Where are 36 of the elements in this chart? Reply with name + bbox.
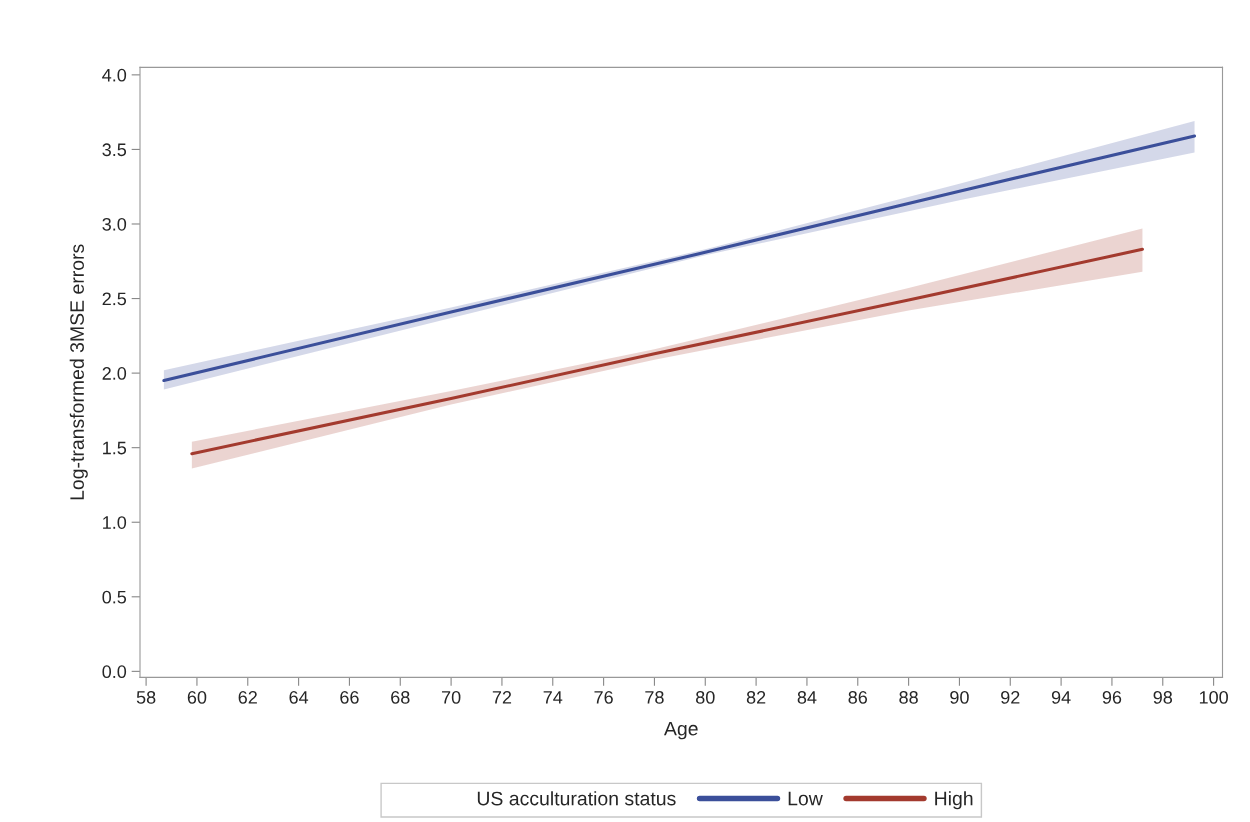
x-tick-label: 66	[340, 691, 359, 704]
legend-title: US acculturation status	[477, 791, 676, 806]
x-tick-label: 58	[136, 691, 156, 704]
x-tick-label: 98	[1153, 691, 1173, 704]
x-tick-label: 62	[238, 691, 257, 704]
x-tick-label: 68	[391, 691, 410, 704]
x-tick-label: 90	[950, 691, 969, 704]
x-tick-label: 96	[1102, 691, 1122, 704]
y-tick-label: 1.5	[103, 441, 127, 455]
x-axis-title: Age	[663, 721, 698, 740]
x-tick-label: 86	[848, 691, 868, 704]
y-axis-title: Log-transformed 3MSE errors	[69, 244, 88, 500]
y-tick-label: 3.0	[102, 217, 127, 231]
x-tick-label: 94	[1051, 691, 1071, 704]
x-tick-label: 78	[645, 691, 664, 704]
y-tick-label: 4.0	[102, 68, 127, 82]
y-tick-label: 2.0	[102, 367, 127, 380]
x-tick-label: 80	[696, 691, 715, 704]
x-tick-label: 60	[187, 691, 207, 704]
x-tick-label: 64	[289, 691, 309, 704]
x-tick-label: 76	[594, 691, 613, 704]
y-tick-label: 1.0	[103, 516, 127, 529]
y-tick-label: 0.5	[102, 590, 127, 604]
x-tick-label: 70	[441, 691, 461, 704]
x-tick-label: 74	[543, 691, 563, 704]
legend-label: Low	[788, 791, 823, 806]
x-tick-label: 92	[1001, 691, 1020, 704]
x-tick-label: 100	[1199, 691, 1228, 704]
x-tick-label: 72	[492, 691, 512, 704]
x-tick-label: 88	[899, 691, 918, 704]
x-tick-label: 82	[746, 691, 766, 704]
legend-label: High	[935, 791, 973, 810]
y-tick-label: 3.5	[102, 143, 127, 157]
x-tick-label: 84	[797, 691, 817, 704]
y-tick-label: 0.0	[102, 665, 127, 679]
y-tick-label: 2.5	[102, 292, 127, 306]
